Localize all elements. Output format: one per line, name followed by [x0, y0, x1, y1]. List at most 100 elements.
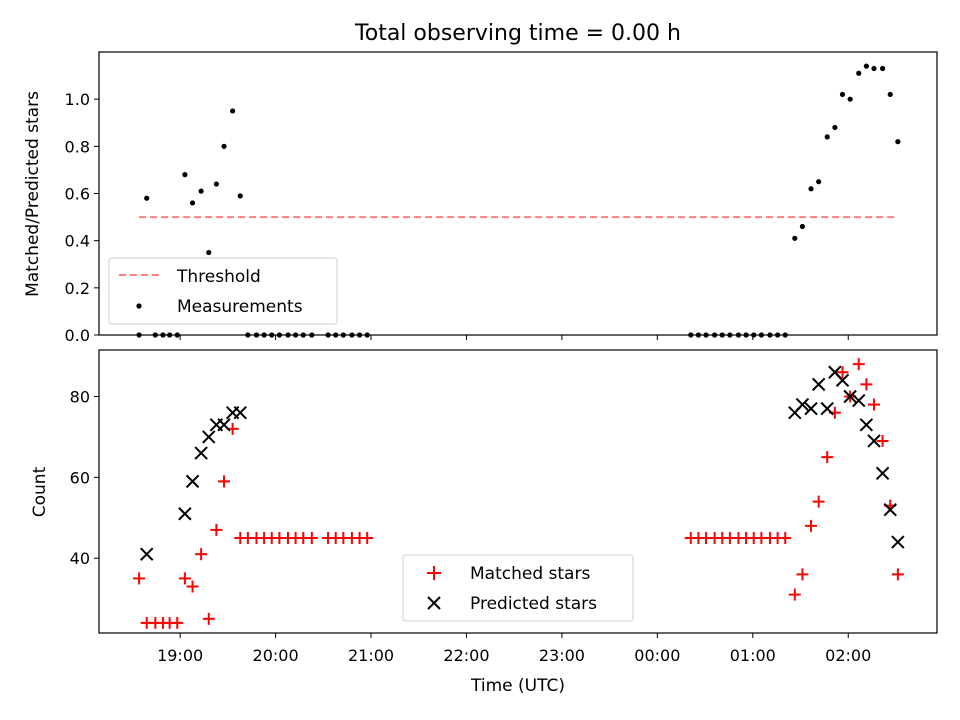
matched-star-point: [788, 588, 801, 601]
measurement-point: [206, 249, 212, 256]
predicted-star-point: [875, 466, 890, 481]
ratio-legend: Threshold Measurements: [108, 257, 338, 325]
predicted-star-point: [843, 389, 857, 404]
x-tick-labels: 19:00 20:00 21:00 22:00 23:00 00:00 01:00 02:00: [157, 646, 871, 665]
measurement-point: [237, 193, 243, 199]
count-legend-box: [402, 554, 634, 622]
predicted-star-point: [804, 401, 818, 416]
y-tick-label: 0.4: [65, 232, 90, 251]
y-tick-label: 60: [70, 468, 90, 487]
measurement-point: [144, 195, 150, 201]
predicted-star-point: [852, 393, 866, 408]
measurement-point: [189, 200, 196, 206]
predicted-star-point: [867, 434, 881, 448]
measurement-point: [816, 179, 822, 185]
x-axis-label: Time (UTC): [470, 676, 565, 696]
y-tick-label: 0.0: [65, 326, 90, 345]
count-legend: Matched stars Predicted stars: [402, 554, 634, 622]
measurement-point: [213, 181, 219, 187]
legend-predicted-label: Predicted stars: [470, 594, 597, 614]
matched-star-point: [812, 495, 825, 508]
y-tick-label: 1.0: [65, 90, 90, 109]
measurement-point: [863, 63, 869, 69]
measurement-point: [847, 96, 853, 102]
measurement-point: [839, 91, 846, 98]
y-tick-label: 0.2: [65, 279, 90, 298]
predicted-star-point: [217, 418, 231, 432]
measurement-point: [895, 139, 901, 145]
predicted-star-point: [820, 401, 834, 416]
matched-star-point: [305, 531, 318, 544]
measurement-point: [887, 91, 893, 98]
x-tick-label: 22:00: [443, 646, 489, 665]
x-tick-label: 23:00: [539, 646, 585, 665]
predicted-star-point: [859, 418, 874, 432]
matched-star-point: [195, 548, 208, 561]
predicted-star-point: [883, 502, 897, 517]
measurement-point: [856, 70, 862, 76]
matched-star-point: [178, 572, 191, 585]
matched-star-point: [779, 531, 792, 544]
matched-star-point: [821, 451, 834, 464]
measurement-point: [799, 223, 806, 230]
matched-star-point: [836, 366, 849, 379]
measurement-point: [198, 188, 204, 194]
count-y-axis-label: Count: [30, 466, 50, 517]
predicted-star-point: [194, 446, 208, 460]
measurement-point: [824, 134, 830, 140]
predicted-star-point: [811, 377, 826, 392]
matched-star-point: [860, 378, 873, 391]
measurement-point: [182, 172, 188, 178]
predicted-star-point: [185, 474, 200, 489]
x-tick-label: 20:00: [253, 646, 299, 665]
matched-star-point: [891, 568, 904, 581]
chart-title: Total observing time = 0.00 h: [354, 21, 681, 46]
predicted-star-point: [178, 507, 192, 521]
predicted-star-point: [140, 547, 154, 561]
measurement-point: [871, 65, 877, 72]
x-tick-label: 02:00: [825, 646, 871, 665]
legend-matched-label: Matched stars: [470, 564, 590, 584]
measurement-point: [832, 124, 838, 131]
measurement-point: [879, 65, 886, 72]
matched-star-point: [171, 616, 184, 629]
matched-star-point: [868, 398, 881, 411]
ratio-legend-box: [108, 257, 338, 325]
predicted-star-point: [233, 405, 247, 420]
measurement-point: [808, 186, 814, 192]
count-points: [133, 358, 905, 629]
measurement-point: [221, 143, 227, 149]
measurement-point: [230, 108, 236, 114]
matched-star-point: [852, 358, 865, 371]
matched-star-point: [186, 580, 199, 593]
ratio-panel: 0.0 0.2 0.4 0.6 0.8 1.0 Matched/Predicted sta…: [23, 51, 938, 345]
legend-predicted-swatch: [427, 596, 441, 610]
legend-matched-swatch: [427, 566, 441, 580]
matched-star-point: [876, 434, 889, 447]
y-tick-label: 40: [70, 549, 90, 568]
matched-star-point: [202, 612, 215, 625]
ratio-y-axis-label: Matched/Predicted stars: [23, 91, 43, 297]
y-tick-label: 0.8: [65, 137, 90, 156]
matched-star-point: [361, 531, 374, 544]
x-tick-label: 00:00: [634, 646, 680, 665]
y-tick-label: 80: [70, 387, 90, 406]
matched-star-point: [133, 572, 146, 585]
legend-threshold-label: Threshold: [176, 267, 261, 287]
matched-star-point: [805, 519, 818, 532]
ratio-panel-frame: [98, 51, 938, 336]
predicted-star-point: [202, 430, 216, 444]
x-tick-label: 01:00: [730, 646, 776, 665]
matched-star-point: [218, 475, 231, 488]
matched-star-point: [210, 523, 223, 536]
matched-star-point: [796, 568, 809, 581]
predicted-star-point: [795, 397, 810, 412]
legend-measurement-swatch: [136, 303, 142, 309]
ratio-panel-ticks: 0.0 0.2 0.4 0.6 0.8 1.0: [65, 90, 849, 345]
predicted-star-point: [891, 535, 905, 549]
count-panel-frame: [98, 349, 938, 634]
x-tick-label: 21:00: [348, 646, 394, 665]
count-panel: 40 60 80 Count Matched stars Predicted sta…: [30, 349, 938, 638]
count-panel-ticks: 40 60 80: [70, 387, 849, 638]
